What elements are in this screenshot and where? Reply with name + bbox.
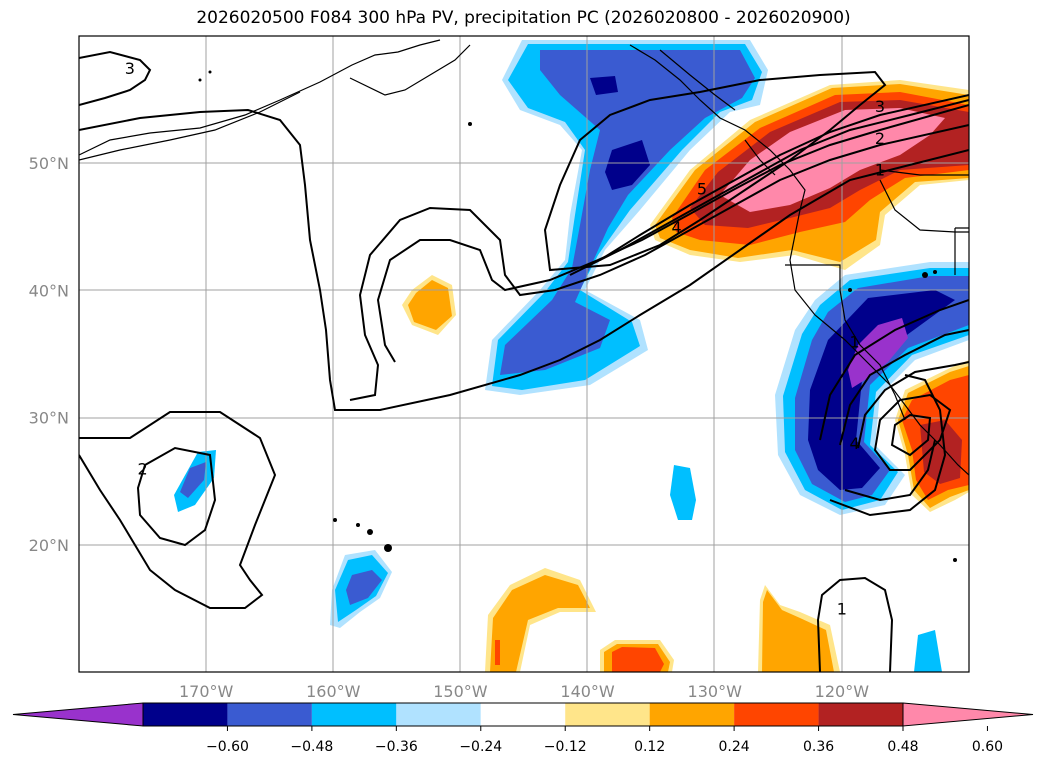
pv-contour-cutoff-1 [819,299,969,441]
x-tick-label: 170°W [179,682,234,701]
pos-field-central-red [612,647,664,672]
x-tick-label: 130°W [688,682,743,701]
pv-contour-cutoff-3 [857,361,969,449]
colorbar-segment [734,703,819,726]
pv-contour-2-loop [136,446,217,547]
pv-contour-label: 4 [671,218,681,237]
neg-field-navy [605,140,650,190]
neg-field-mexico-cyan [914,630,942,672]
colorbar-segment [396,703,481,726]
pv-contour-2-west [79,108,969,411]
pv-contour-mid-ring-1 [349,124,969,401]
pv-contour-label: 3 [125,59,135,78]
colorbar-label: 0.36 [803,739,834,755]
colorbar-segment [12,702,144,727]
pv-contour-cutoff-5 [890,413,932,457]
pv-contour-cutoff-outer [829,374,947,517]
pv-contour-3-west [79,50,152,106]
y-tick-label: 40°N [29,281,69,300]
colorbar-label: 0.48 [887,739,918,755]
neg-field-hawaii-blue [346,570,382,605]
colorbar: −0.60 −0.48 −0.36 −0.24 −0.12 0.12 0.24 0.36 0.4… [12,702,1034,755]
colorbar-segment [902,702,1034,727]
colorbar-label: 0.24 [719,739,750,755]
pv-contour-4 [569,99,969,276]
y-tick-label: 30°N [29,409,69,428]
pv-contour-label: 2 [137,459,147,478]
pv-contour-label: 4 [849,434,859,453]
map-layer [79,36,969,672]
colorbar-label: 0.12 [634,739,665,755]
y-tick-labels: 50°N 40°N 30°N 20°N [29,154,69,555]
colorbar-label: −0.60 [206,739,249,755]
coastlines [79,39,969,476]
pv-contour-label: 1 [849,332,859,351]
colorbar-segment [818,703,903,726]
pv-contour-label: 5 [697,180,707,199]
colorbar-segment [565,703,650,726]
pv-contour-label: 2 [875,129,885,148]
neg-field-west-blue [180,462,206,498]
gridlines [79,36,969,672]
neg-field-central-cyan [670,465,696,520]
neg-field-socal-purple [848,318,908,388]
pv-contour-1-west [79,411,277,609]
x-tick-label: 160°W [306,682,361,701]
pv-contour-label: 3 [875,97,885,116]
pos-field-mid-orange [408,280,452,330]
map-frame [78,35,970,673]
colorbar-segment [649,703,735,726]
neg-field-blue [500,50,755,375]
pv-contour-trough [543,70,887,272]
pv-contour-1-south [816,576,894,672]
pv-contour-label: 1 [837,599,847,618]
colorbar-segment [227,703,312,726]
islands [198,70,957,562]
x-tick-labels: 170°W 160°W 150°W 140°W 130°W 120°W [179,682,869,701]
colorbar-outline [142,702,904,727]
pos-field-east-orange [762,590,834,672]
pos-field-south-orange [490,575,590,672]
x-tick-label: 140°W [560,682,615,701]
pv-contour-cutoff-outer-2 [844,439,936,502]
neg-field-navy-2 [590,76,618,95]
colorbar-segment [311,703,397,726]
colorbar-label: −0.48 [290,739,333,755]
colorbar-label: 0.60 [972,739,1003,755]
colorbar-segment [143,703,228,726]
y-tick-label: 50°N [29,154,69,173]
colorbar-label: −0.12 [544,739,587,755]
x-tick-label: 150°W [433,682,488,701]
colorbar-label: −0.24 [459,739,502,755]
pv-contour-label: 1 [875,161,885,180]
chart-title: 2026020500 F084 300 hPa PV, precipitatio… [196,8,851,28]
colorbar-label: −0.36 [375,739,418,755]
pos-field-south-red-strip [495,640,500,665]
pv-contour-cutoff-2 [839,329,969,446]
pv-contour-cutoff-4 [873,393,952,471]
y-tick-label: 20°N [29,536,69,555]
x-tick-label: 120°W [815,682,870,701]
colorbar-segment [480,703,566,726]
pv-contour-5 [599,94,969,261]
pv-contours [79,50,969,672]
